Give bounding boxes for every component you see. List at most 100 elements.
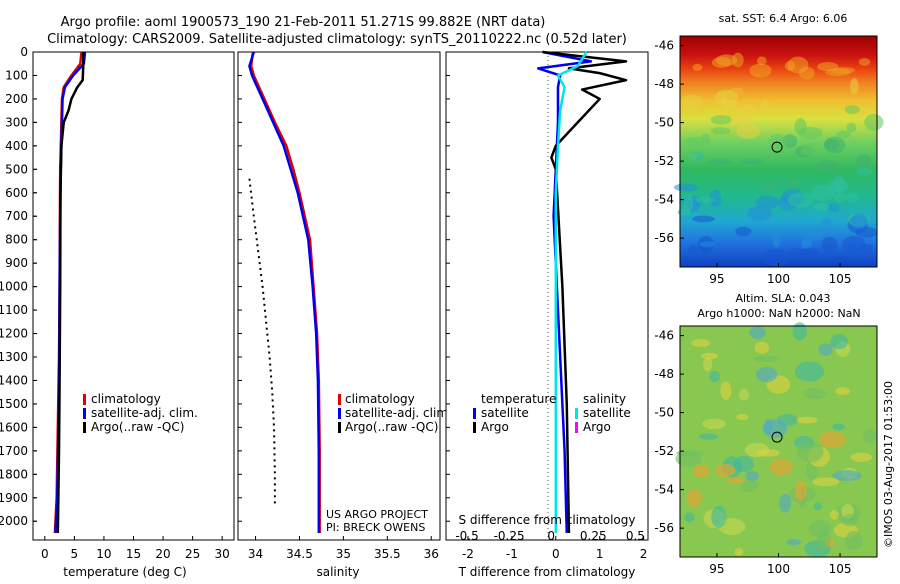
series-line-satellite-adj-clim-: [248, 51, 321, 533]
x-tick-label: 34.5: [286, 547, 313, 561]
legend-title-temperature: temperature: [481, 392, 556, 406]
sla-texture-patch: [817, 528, 831, 550]
depth-tick-label: 300: [5, 115, 28, 129]
sst-texture-patch: [815, 227, 827, 236]
map-y-tick-label: -52: [654, 154, 674, 168]
sla-texture-patch: [850, 452, 873, 462]
sla-texture-patch: [684, 512, 695, 523]
salinity-plot-frame: [237, 51, 441, 541]
sst-texture-patch: [864, 114, 884, 131]
sst-texture-patch: [710, 115, 732, 125]
top-x-tick-label: -0.25: [494, 529, 525, 543]
depth-tick-label: 500: [5, 162, 28, 176]
sla-texture-patch: [769, 458, 793, 476]
top-x-tick-label: -0.5: [455, 529, 478, 543]
sst-texture-patch: [714, 89, 739, 106]
sst-texture-patch: [821, 217, 833, 228]
x-tick-label: 36: [424, 547, 439, 561]
sla-texture-patch: [701, 352, 719, 360]
legend-label-temp-satellite: satellite: [481, 406, 529, 420]
argo-location-marker: [771, 141, 783, 153]
depth-tick-label: 900: [5, 256, 28, 270]
series-line-argo: [542, 50, 628, 533]
sla-texture-patch: [812, 477, 840, 487]
sla-texture-patch: [686, 489, 703, 507]
sst-texture-patch: [833, 191, 846, 203]
sst-texture-patch: [860, 243, 874, 253]
x-tick-label: 34: [248, 547, 263, 561]
sla-texture-patch: [830, 334, 848, 350]
sla-map-panel: Altim. SLA: 0.043 Argo h1000: NaN h2000:…: [654, 292, 878, 576]
map-y-tick-label: -48: [654, 77, 674, 91]
argo-location-marker: [771, 431, 783, 443]
legend-swatch-satellite: [83, 408, 86, 419]
sst-texture-patch: [681, 94, 704, 109]
sst-texture-patch: [768, 134, 787, 149]
sst-texture-patch: [814, 202, 830, 212]
sla-texture-patch: [778, 493, 792, 513]
sla-texture-patch: [709, 370, 720, 383]
sla-texture-patch: [795, 416, 818, 424]
sst-texture-patch: [694, 196, 715, 204]
sla-texture-patch: [835, 387, 851, 396]
sst-texture-patch: [850, 77, 859, 95]
depth-tick-label: 1300: [0, 350, 28, 364]
x-tick-label: 2: [640, 547, 648, 561]
sst-texture-patch: [756, 56, 767, 66]
legend-swatch-climatology: [338, 394, 341, 405]
sst-texture-patch: [726, 113, 752, 126]
legend-label-satellite: satellite-adj. clim.: [345, 406, 452, 420]
map-y-tick-label: -50: [654, 406, 674, 420]
sst-texture-patch: [787, 248, 810, 257]
sst-texture-patch: [828, 203, 840, 213]
sst-texture-patch: [692, 63, 703, 71]
legend-label-argo: Argo(..raw -QC): [345, 420, 438, 434]
sla-texture-patch: [832, 470, 862, 482]
s-difference-label: S difference from climatology: [459, 513, 636, 527]
x-tick-label: 25: [185, 547, 200, 561]
sst-texture-patch: [688, 245, 698, 255]
depth-tick-label: 2000: [0, 514, 28, 528]
sst-texture-patch: [844, 105, 860, 115]
depth-tick-label: 1200: [0, 327, 28, 341]
x-tick-label: -2: [462, 547, 474, 561]
legend-label-satellite: satellite-adj. clim.: [91, 406, 198, 420]
sst-map-title: sat. SST: 6.4 Argo: 6.06: [719, 12, 848, 25]
sla-texture: [675, 322, 877, 558]
sla-texture-patch: [736, 413, 749, 421]
difference-x-axis: -2 -1 0 1 2 -0.5 -0.25 0 0.25 0.5: [446, 51, 648, 561]
sst-texture-patch: [711, 56, 732, 68]
sla-texture-patch: [792, 322, 807, 341]
sst-texture-patch: [810, 184, 835, 202]
x-tick-label: 10: [96, 547, 111, 561]
temperature-legend: climatology satellite-adj. clim. Argo(..…: [83, 392, 198, 434]
sst-texture-patch: [700, 133, 711, 141]
map-y-tick-label: -48: [654, 367, 674, 381]
sla-texture-patch: [818, 431, 846, 449]
sst-texture-patch: [858, 58, 871, 66]
sla-texture-patch: [755, 366, 778, 383]
depth-tick-label: 400: [5, 139, 28, 153]
sla-texture-patch: [753, 355, 780, 363]
x-tick-label: 5: [71, 547, 79, 561]
sla-texture-patch: [813, 502, 822, 511]
sla-texture-patch: [754, 341, 770, 354]
legend-label-temp-argo: Argo: [481, 420, 509, 434]
salinity-legend: climatology satellite-adj. clim. Argo(..…: [338, 392, 452, 434]
depth-tick-label: 600: [5, 186, 28, 200]
temperature-x-label: temperature (deg C): [63, 565, 186, 579]
map-y-tick-label: -52: [654, 444, 674, 458]
map-y-tick-label: -54: [654, 483, 674, 497]
depth-tick-label: 1600: [0, 420, 28, 434]
sst-texture-patch: [692, 215, 715, 223]
sla-texture-patch: [702, 418, 726, 430]
sla-texture-patch: [802, 388, 827, 400]
depth-axis: 0 100 200 300 400 500 600 700 800 900 1000 1100 1200…: [0, 45, 37, 528]
sst-texture-patch: [747, 205, 772, 222]
sst-texture-patch: [683, 194, 694, 212]
legend-swatch-satellite: [338, 408, 341, 419]
sla-texture-patch: [703, 357, 713, 372]
sla-texture-patch: [829, 509, 839, 520]
imos-watermark: ©IMOS 03-Aug-2017 01:53:00: [882, 381, 895, 548]
